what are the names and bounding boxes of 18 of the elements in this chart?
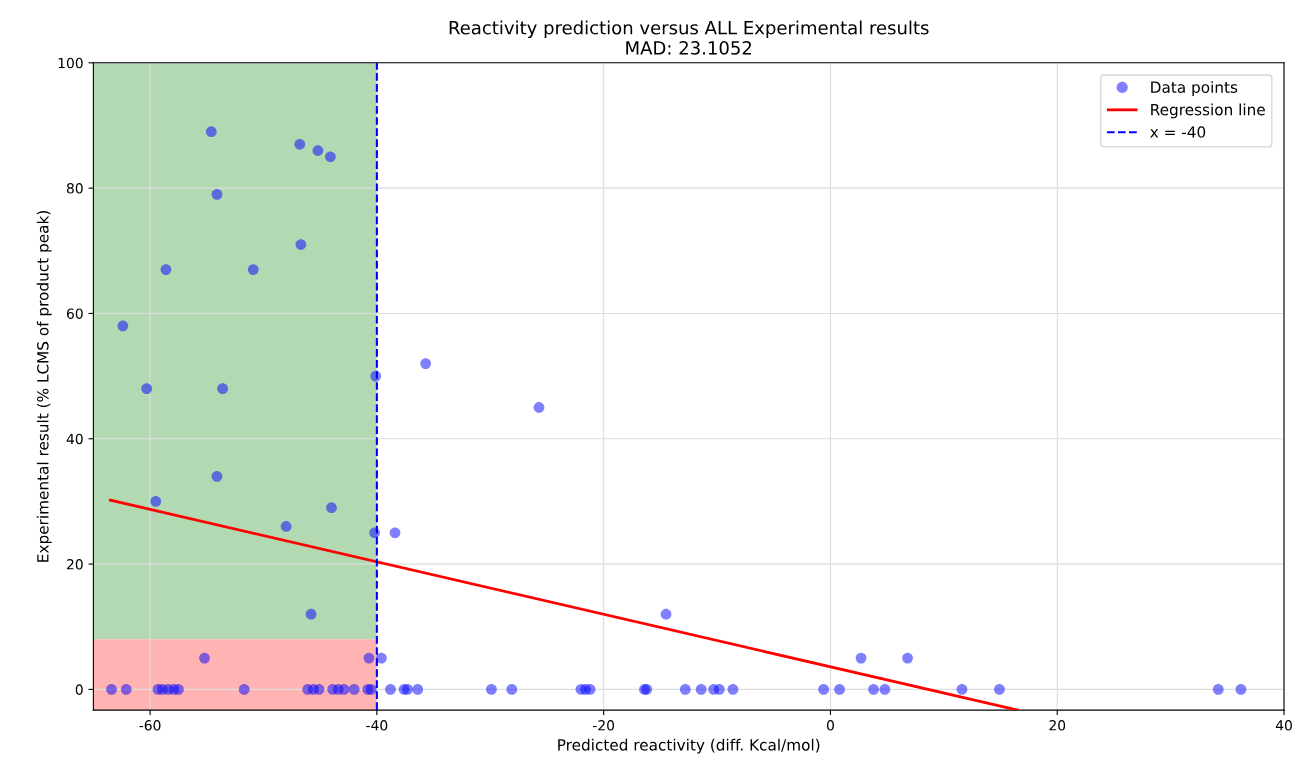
y-tick-label: 80 (66, 183, 83, 194)
y-tick-label: 100 (58, 57, 83, 69)
legend-label: Data points (1151, 81, 1238, 96)
y-tick-label: 60 (66, 308, 83, 319)
y-tick-label: 0 (75, 684, 83, 695)
x-tick-label: 0 (826, 720, 834, 731)
x-tick-label: 40 (1275, 720, 1292, 731)
x-tick-label: -40 (366, 720, 388, 731)
y-tick-label: 20 (67, 559, 83, 570)
x-tick-label: -20 (593, 720, 615, 731)
y-axis-title: Experimental result (% LCMS of product peak) (36, 211, 52, 562)
legend-label: x = -40 (1150, 126, 1206, 138)
x-axis-title: Predicted reactivity (diff. Kcal/mol) (558, 738, 820, 754)
y-tick-label: 40 (66, 433, 83, 445)
legend-label: Regression line (1151, 103, 1265, 119)
x-tick-label: -60 (139, 720, 161, 731)
x-tick-label: 20 (1049, 720, 1066, 731)
chart-title: Reactivity prediction versus ALL Experimental results MAD: 23.1052 (449, 20, 929, 55)
